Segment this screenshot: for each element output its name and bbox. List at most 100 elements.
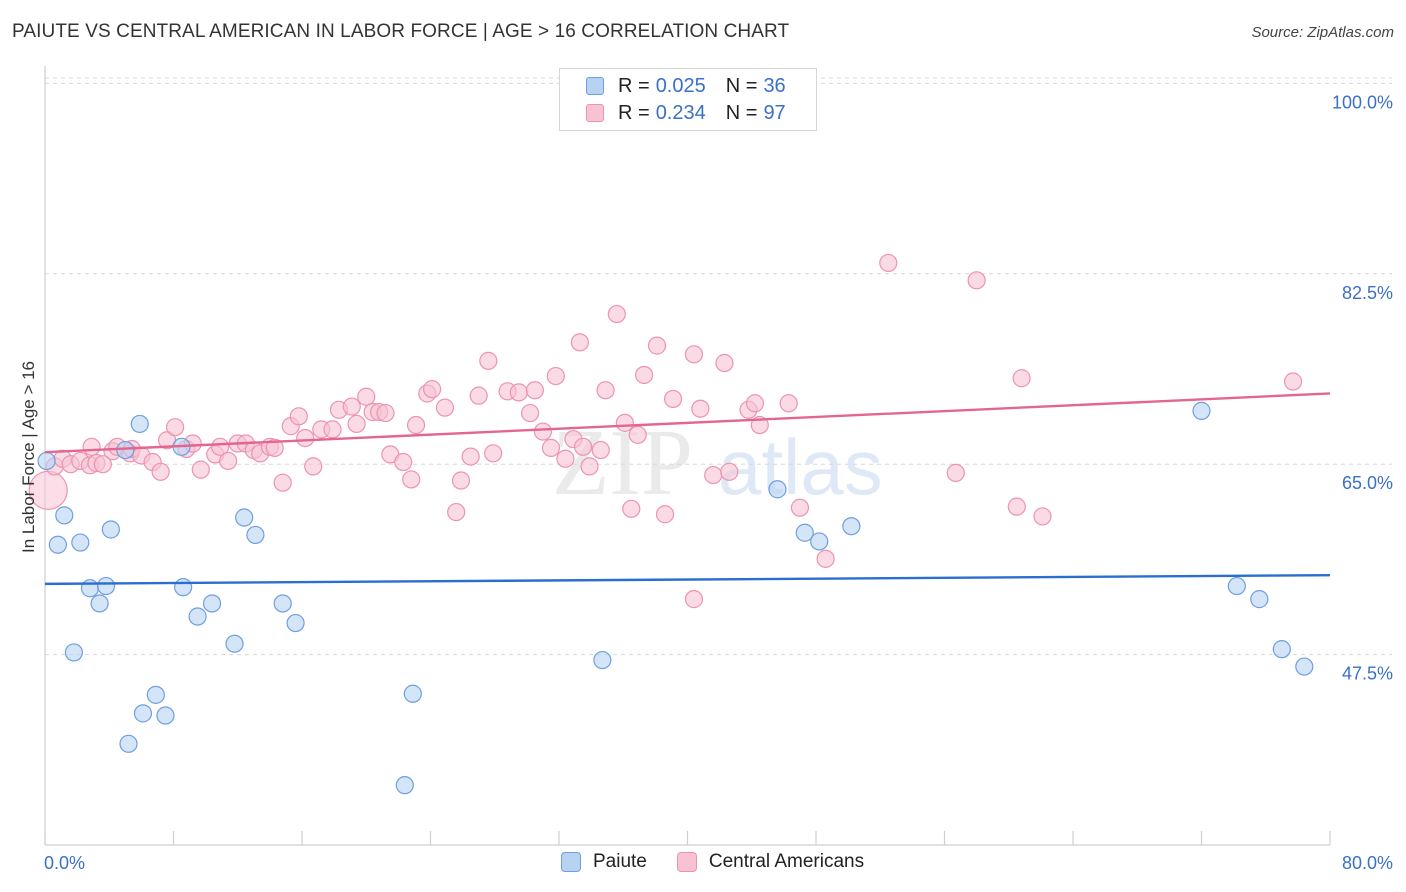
legend-n-value-central-americans: 97 bbox=[763, 101, 786, 124]
paiute-point bbox=[1250, 590, 1269, 609]
paiute-point bbox=[235, 508, 254, 527]
legend-row-central-americans: R = 0.234 N = 97 bbox=[586, 100, 786, 126]
legend-r-label: R = bbox=[618, 101, 650, 124]
central-americans-point bbox=[1283, 372, 1303, 391]
paiute-points bbox=[37, 401, 1314, 795]
central-americans-point bbox=[596, 381, 615, 400]
x-tick-label-max: 80.0% bbox=[1342, 853, 1393, 873]
paiute-point bbox=[116, 440, 135, 460]
paiute-point bbox=[130, 414, 149, 434]
central-americans-point bbox=[357, 387, 376, 406]
paiute-point bbox=[90, 594, 109, 613]
series-legend-central-americans[interactable]: Central Americans bbox=[676, 851, 865, 873]
central-americans-point bbox=[573, 437, 593, 456]
central-americans-point bbox=[342, 397, 361, 416]
paiute-point bbox=[403, 684, 422, 703]
central-americans-point bbox=[628, 425, 647, 444]
central-americans-point bbox=[296, 428, 315, 448]
central-americans-point bbox=[879, 253, 898, 273]
paiute-point bbox=[188, 607, 207, 626]
source-label: Source: ZipAtlas.com bbox=[1251, 24, 1394, 41]
central-americans-point bbox=[210, 437, 230, 456]
central-americans-point bbox=[151, 462, 170, 481]
legend-row-paiute: R = 0.025 N = 36 bbox=[586, 73, 786, 99]
legend-r-value-central-americans: 0.234 bbox=[655, 101, 706, 124]
central-americans-point bbox=[402, 470, 421, 489]
central-americans-point bbox=[635, 365, 654, 385]
central-americans-point bbox=[323, 420, 342, 439]
series-name-central-americans: Central Americans bbox=[708, 851, 865, 872]
central-americans-point bbox=[1033, 507, 1052, 526]
central-americans-point bbox=[509, 383, 528, 402]
central-americans-point bbox=[451, 471, 471, 490]
central-americans-point bbox=[720, 462, 739, 481]
paiute-point bbox=[71, 533, 90, 552]
central-americans-point bbox=[447, 502, 466, 522]
series-legend-paiute[interactable]: Paiute bbox=[561, 851, 647, 873]
chart-title: PAIUTE VS CENTRAL AMERICAN IN LABOR FORC… bbox=[12, 21, 790, 42]
paiute-point bbox=[286, 613, 305, 633]
central-americans-point bbox=[655, 505, 675, 524]
paiute-point bbox=[246, 525, 265, 545]
paiute-point bbox=[55, 506, 74, 525]
central-americans-point bbox=[82, 437, 101, 456]
y-tick-label: 100.0% bbox=[1332, 92, 1393, 112]
paiute-point bbox=[273, 594, 292, 613]
central-americans-point bbox=[1007, 497, 1026, 516]
paiute-point bbox=[1192, 401, 1211, 420]
paiute-point bbox=[80, 579, 100, 598]
central-americans-point bbox=[469, 386, 488, 405]
paiute-point bbox=[96, 576, 116, 596]
central-americans-point bbox=[704, 465, 723, 485]
paiute-point bbox=[1295, 657, 1314, 676]
central-americans-point bbox=[1012, 369, 1031, 388]
central-americans-point bbox=[622, 499, 641, 518]
central-americans-point bbox=[591, 440, 610, 460]
paiute-point bbox=[795, 523, 814, 542]
central-americans-points bbox=[28, 253, 1303, 609]
central-americans-point bbox=[570, 333, 589, 352]
paiute-point bbox=[842, 517, 861, 536]
central-americans-point bbox=[304, 457, 323, 476]
central-americans-point bbox=[423, 380, 442, 399]
x-tick-label-min: 0.0% bbox=[44, 853, 85, 873]
paiute-point bbox=[174, 578, 193, 597]
central-americans-point bbox=[93, 455, 112, 474]
paiute-point bbox=[593, 650, 612, 670]
series-legend: Paiute Central Americans bbox=[561, 851, 894, 873]
paiute-point bbox=[1272, 640, 1291, 659]
central-americans-point bbox=[684, 345, 704, 364]
central-americans-point bbox=[394, 452, 413, 472]
central-americans-point bbox=[265, 438, 284, 457]
central-americans-point bbox=[520, 403, 540, 423]
y-tick-label: 82.5% bbox=[1342, 283, 1393, 303]
central-americans-point bbox=[347, 414, 366, 434]
central-americans-point bbox=[684, 590, 704, 609]
central-americans-point bbox=[816, 549, 835, 568]
central-americans-point bbox=[219, 451, 238, 471]
central-americans-point bbox=[607, 304, 626, 324]
tick-labels: 47.5% 65.0% 82.5% 100.0% 0.0% 80.0% bbox=[44, 92, 1393, 873]
paiute-point bbox=[1227, 576, 1246, 596]
paiute-point bbox=[768, 480, 787, 499]
central-americans-point bbox=[745, 394, 765, 413]
legend-r-label: R = bbox=[618, 74, 650, 97]
central-americans-point bbox=[406, 415, 426, 435]
paiute-point bbox=[119, 734, 138, 753]
paiute-point bbox=[146, 685, 165, 704]
legend-n-value-paiute: 36 bbox=[763, 74, 786, 97]
y-tick-label: 47.5% bbox=[1342, 664, 1393, 684]
paiute-point bbox=[202, 594, 222, 613]
central-americans-point bbox=[946, 463, 965, 483]
central-americans-point bbox=[525, 381, 545, 400]
legend-swatch-paiute bbox=[586, 77, 604, 95]
central-americans-point bbox=[615, 413, 634, 432]
paiute-point bbox=[156, 706, 175, 725]
central-americans-point bbox=[273, 473, 292, 492]
central-americans-point bbox=[191, 460, 210, 479]
series-swatch-paiute bbox=[561, 852, 581, 872]
watermark-atlas: atlas bbox=[718, 423, 883, 511]
paiute-trend-line bbox=[44, 573, 1331, 586]
paiute-point bbox=[101, 520, 120, 539]
